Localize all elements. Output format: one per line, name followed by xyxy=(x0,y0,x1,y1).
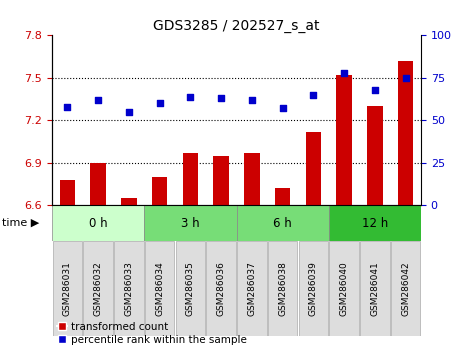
FancyBboxPatch shape xyxy=(391,241,420,336)
Text: GSM286032: GSM286032 xyxy=(94,261,103,316)
Text: GSM286037: GSM286037 xyxy=(247,261,256,316)
Point xyxy=(186,94,194,99)
FancyBboxPatch shape xyxy=(206,241,236,336)
Point xyxy=(371,87,378,93)
Text: GSM286040: GSM286040 xyxy=(340,261,349,316)
FancyBboxPatch shape xyxy=(83,241,113,336)
Point xyxy=(156,101,164,106)
Text: 6 h: 6 h xyxy=(273,217,292,229)
Title: GDS3285 / 202527_s_at: GDS3285 / 202527_s_at xyxy=(153,19,320,33)
FancyBboxPatch shape xyxy=(52,205,144,241)
Text: GSM286036: GSM286036 xyxy=(217,261,226,316)
Text: GSM286035: GSM286035 xyxy=(186,261,195,316)
Bar xyxy=(244,153,260,205)
Point xyxy=(402,75,410,81)
FancyBboxPatch shape xyxy=(114,241,144,336)
Point xyxy=(279,105,287,111)
Legend: transformed count, percentile rank within the sample: transformed count, percentile rank withi… xyxy=(53,317,251,349)
FancyBboxPatch shape xyxy=(329,241,359,336)
Text: 0 h: 0 h xyxy=(89,217,107,229)
Text: GSM286041: GSM286041 xyxy=(370,261,379,316)
Bar xyxy=(152,177,167,205)
Text: GSM286039: GSM286039 xyxy=(309,261,318,316)
FancyBboxPatch shape xyxy=(144,205,236,241)
Point xyxy=(248,97,255,103)
FancyBboxPatch shape xyxy=(298,241,328,336)
Bar xyxy=(367,106,383,205)
FancyBboxPatch shape xyxy=(329,205,421,241)
Point xyxy=(310,92,317,98)
FancyBboxPatch shape xyxy=(268,241,298,336)
Point xyxy=(63,104,71,110)
Point xyxy=(341,70,348,76)
Bar xyxy=(121,198,137,205)
FancyBboxPatch shape xyxy=(53,241,82,336)
Text: GSM286031: GSM286031 xyxy=(63,261,72,316)
Bar xyxy=(398,61,413,205)
Text: 12 h: 12 h xyxy=(362,217,388,229)
Bar xyxy=(90,163,106,205)
FancyBboxPatch shape xyxy=(237,241,267,336)
Point xyxy=(94,97,102,103)
Text: 3 h: 3 h xyxy=(181,217,200,229)
Bar xyxy=(275,188,290,205)
Bar xyxy=(213,156,229,205)
FancyBboxPatch shape xyxy=(236,205,329,241)
Bar xyxy=(60,180,75,205)
Text: GSM286033: GSM286033 xyxy=(124,261,133,316)
Bar xyxy=(336,75,352,205)
Point xyxy=(217,96,225,101)
Bar xyxy=(306,132,321,205)
Point xyxy=(125,109,132,115)
Text: GSM286034: GSM286034 xyxy=(155,261,164,316)
Text: GSM286042: GSM286042 xyxy=(401,261,410,316)
FancyBboxPatch shape xyxy=(175,241,205,336)
FancyBboxPatch shape xyxy=(145,241,175,336)
Bar xyxy=(183,153,198,205)
FancyBboxPatch shape xyxy=(360,241,390,336)
Text: time ▶: time ▶ xyxy=(2,218,40,228)
Text: GSM286038: GSM286038 xyxy=(278,261,287,316)
